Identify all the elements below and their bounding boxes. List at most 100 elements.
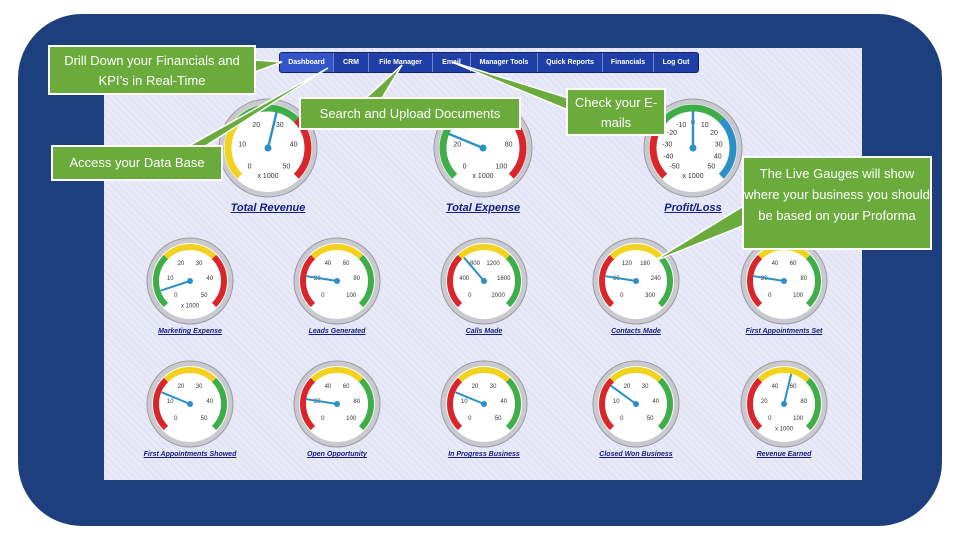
gauge-zone: [211, 377, 227, 431]
gauge-tick-label: 300: [645, 293, 656, 299]
gauge-leads-generated[interactable]: 020406080100Leads Generated: [293, 237, 381, 335]
gauge-tick-label: 40: [206, 276, 213, 282]
gauge-tick-label: 30: [196, 384, 203, 390]
gauge-needle: [306, 275, 338, 282]
gauge-title[interactable]: Total Revenue: [230, 202, 306, 214]
gauge-tick-label: 60: [790, 261, 797, 267]
gauge-calls-made[interactable]: 0 400 800 1200 1600 2000 Calls Made: [440, 237, 528, 335]
gauge-tick-label: 30: [642, 384, 649, 390]
tab-crm[interactable]: CRM: [334, 53, 369, 72]
gauge-tick-label: 0: [248, 164, 252, 171]
gauge-title[interactable]: In Progress Business: [448, 451, 520, 458]
gauge-tick-label: 80: [505, 141, 513, 148]
gauge-tick-label: 100: [346, 293, 357, 299]
gauge-zone: [747, 254, 763, 308]
gauge-in-progress-business[interactable]: 0 10 20 30 40 50 In Progress Business: [440, 360, 528, 458]
gauge-tick-label: 0: [321, 416, 325, 422]
gauge-title[interactable]: Leads Generated: [308, 328, 366, 335]
gauge-tick-label: 20: [710, 130, 718, 137]
callout-drill-down: Drill Down your Financials and KPI’s in …: [48, 45, 256, 95]
tab-log-out[interactable]: Log Out: [662, 59, 690, 66]
gauge-zone: [310, 367, 364, 383]
gauge-closed-won-business[interactable]: 0 10 20 30 40 50 Closed Won Business: [592, 360, 680, 458]
tab-email[interactable]: Email: [433, 53, 471, 72]
gauge-zone: [718, 117, 737, 179]
gauge-tick-label: 30: [276, 122, 284, 129]
gauge-tick-label: 60: [343, 384, 350, 390]
gauge-tick-label: 0: [174, 416, 178, 422]
gauge-needle: [266, 111, 278, 150]
gauge-needle: [306, 398, 338, 405]
tab-file-manager[interactable]: File Manager: [369, 53, 433, 72]
gauge-unit-label: x 1000: [472, 173, 493, 180]
gauge-tick-label: 10: [238, 141, 246, 148]
gauge-tick-label: 20: [178, 384, 185, 390]
gauge-tick-label: 40: [772, 384, 779, 390]
gauge-title[interactable]: Open Opportunity: [307, 451, 367, 458]
gauge-zone: [310, 244, 364, 260]
gauge-zone: [657, 254, 673, 308]
gauge-zone: [457, 244, 511, 260]
callout-email: Check your E-mails: [566, 88, 666, 136]
gauge-hub: [187, 278, 193, 284]
gauge-title[interactable]: Revenue Earned: [756, 451, 812, 458]
gauge-tick-label: 10: [167, 399, 174, 405]
gauge-tick-label: 20: [761, 399, 768, 405]
gauge-tick-label: 100: [793, 416, 804, 422]
gauge-tick-label: 40: [290, 141, 298, 148]
gauge-zone: [163, 367, 217, 383]
gauge-zone: [505, 377, 521, 431]
tab-manager-tools[interactable]: Manager Tools: [471, 53, 538, 72]
gauge-first-appointments-showed[interactable]: 0 10 20 30 40 50 First Appointments Showed: [144, 360, 236, 458]
gauge-first-appointments-set[interactable]: 020406080100First Appointments Set: [740, 237, 828, 335]
gauge-tick-label: 80: [800, 399, 807, 405]
gauge-tick-label: 800: [470, 261, 481, 267]
gauge-title[interactable]: Profit/Loss: [664, 202, 722, 214]
tab-financials[interactable]: Financials: [603, 53, 654, 72]
gauge-tick-label: 0: [174, 293, 178, 299]
gauge-profit-loss[interactable]: -50-40-30-20-1001020304050x 1000Profit/L…: [643, 98, 743, 214]
gauge-zone: [447, 377, 463, 431]
gauge-tick-label: 1200: [486, 261, 500, 267]
gauge-title[interactable]: Contacts Made: [611, 328, 661, 335]
gauge-zone: [300, 254, 316, 308]
gauge-title[interactable]: Calls Made: [465, 328, 503, 335]
pointer-gauges: [651, 203, 746, 263]
gauge-zone: [662, 104, 724, 123]
gauge-tick-label: -30: [662, 141, 672, 148]
gauge-tick-label: 0: [468, 416, 472, 422]
gauge-unit-label: x 1000: [257, 173, 278, 180]
gauge-hub: [481, 278, 487, 284]
gauge-title[interactable]: First Appointments Showed: [143, 451, 237, 458]
gauge-hub: [689, 144, 697, 152]
gauge-tick-label: 80: [800, 276, 807, 282]
gauge-needle: [753, 275, 785, 282]
gauge-tick-label: 50: [201, 293, 208, 299]
tab-quick-reports[interactable]: Quick Reports: [538, 53, 603, 72]
gauge-open-opportunity[interactable]: 020406080100Open Opportunity: [293, 360, 381, 458]
gauge-tick-label: -20: [667, 130, 677, 137]
gauge-title[interactable]: Total Expense: [445, 202, 521, 214]
gauge-revenue-earned[interactable]: 0 20 40 60 80 100 x 1000 Revenue Earned: [740, 360, 828, 458]
gauge-needle: [161, 391, 191, 405]
tab-dashboard[interactable]: Dashboard: [280, 53, 334, 72]
gauge-hub: [781, 401, 787, 407]
gauge-tick-label: 0: [620, 293, 624, 299]
gauge-tick-label: 100: [793, 293, 804, 299]
pointer-drill: [254, 59, 283, 74]
gauge-title[interactable]: Marketing Expense: [158, 328, 222, 335]
gauge-zone: [599, 377, 615, 431]
gauge-zone: [163, 244, 217, 260]
gauge-tick-label: 40: [652, 399, 659, 405]
gauge-title[interactable]: First Appointments Set: [745, 328, 823, 335]
callout-search-upload: Search and Upload Documents: [299, 97, 521, 130]
gauge-zone: [358, 254, 374, 308]
gauge-title[interactable]: Closed Won Business: [599, 451, 673, 458]
gauge-zone: [447, 254, 463, 308]
gauge-tick-label: 80: [353, 276, 360, 282]
gauge-marketing-expense[interactable]: 0 10 20 30 40 50 x 1000 Marketing Expense: [146, 237, 234, 335]
gauge-tick-label: 20: [178, 261, 185, 267]
gauge-unit-label: x 1000: [775, 426, 794, 432]
